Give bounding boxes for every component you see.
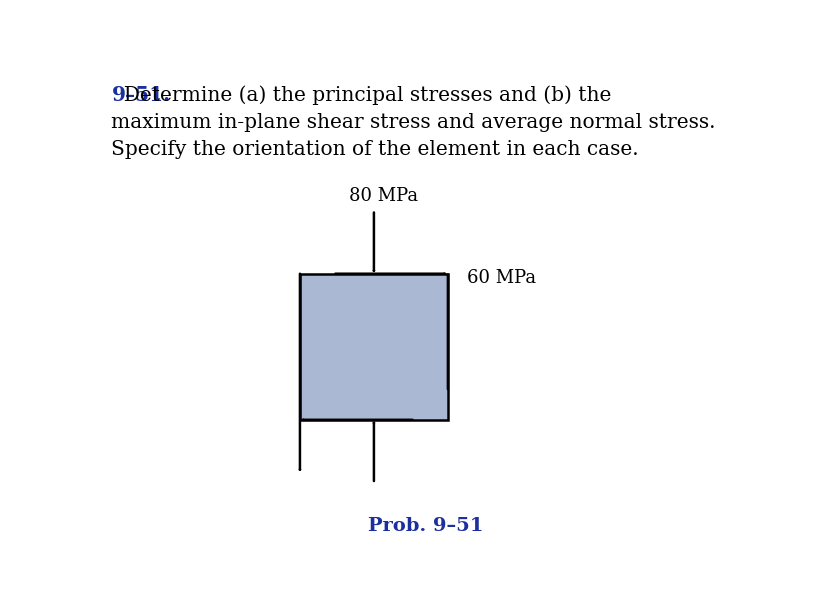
Text: 80 MPa: 80 MPa [349,187,418,206]
Text: Determine (a) the principal stresses and (b) the
maximum in-plane shear stress a: Determine (a) the principal stresses and… [111,85,716,159]
Text: 9–51.: 9–51. [111,85,171,105]
Text: 60 MPa: 60 MPa [467,269,536,288]
Text: Prob. 9–51: Prob. 9–51 [368,517,483,535]
Bar [300,274,448,420]
